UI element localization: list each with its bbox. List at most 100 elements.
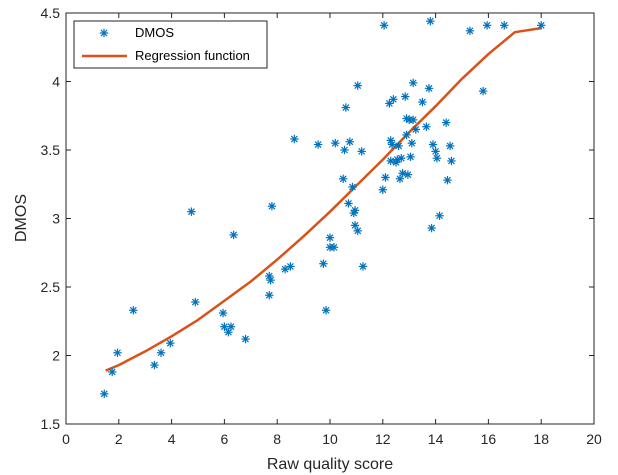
data-point	[378, 185, 387, 194]
x-tick-label: 2	[115, 431, 123, 447]
y-tick-label: 3.5	[41, 142, 61, 158]
data-point	[286, 262, 295, 271]
data-point	[290, 134, 299, 144]
data-point	[435, 211, 444, 220]
data-point	[229, 230, 238, 240]
data-point	[427, 223, 436, 233]
data-point	[397, 154, 406, 163]
data-point	[350, 206, 360, 215]
data-point	[113, 348, 122, 357]
data-point	[191, 297, 200, 307]
data-point	[321, 306, 331, 315]
ticks-layer: 0 2 4 6 8 10 12 14 16 18 20 1.5 2 2.5 3 3.5 4 4.5	[41, 5, 602, 447]
data-point	[445, 141, 455, 151]
data-point	[381, 173, 390, 182]
data-point	[348, 182, 357, 192]
data-point	[156, 348, 166, 357]
x-tick-label: 6	[221, 431, 229, 447]
plot-area	[66, 13, 594, 424]
data-point	[166, 338, 175, 348]
data-point	[401, 92, 410, 101]
data-point	[224, 328, 233, 337]
legend-dmos-label: DMOS	[135, 25, 174, 40]
y-tick-label: 2	[52, 348, 60, 364]
y-tick-label: 3	[52, 211, 60, 227]
data-point	[408, 115, 418, 125]
x-tick-label: 0	[62, 431, 70, 447]
x-tick-label: 4	[168, 431, 176, 447]
x-tick-label: 8	[273, 431, 281, 447]
data-point	[394, 141, 403, 151]
data-point	[108, 367, 117, 377]
legend-box	[73, 20, 268, 69]
data-point	[345, 137, 354, 146]
legend[interactable]: DMOS Regression function	[73, 20, 268, 69]
regression-layer	[105, 26, 542, 372]
data-point	[187, 207, 196, 216]
data-point	[403, 170, 413, 179]
data-point	[402, 130, 411, 140]
data-point	[428, 140, 438, 149]
legend-asterisk	[99, 28, 109, 38]
data-point	[432, 154, 442, 163]
x-tick-label: 18	[533, 431, 549, 447]
data-point	[357, 147, 366, 156]
y-tick-label: 1.5	[41, 416, 61, 432]
data-point	[406, 152, 415, 162]
data-point	[422, 122, 431, 131]
data-point	[500, 21, 509, 30]
x-axis-label: Raw quality score	[267, 456, 393, 473]
data-point	[341, 103, 351, 112]
data-point	[218, 308, 228, 318]
x-tick-label: 14	[428, 431, 444, 447]
data-point	[339, 174, 348, 183]
data-point	[353, 81, 362, 90]
data-point	[267, 201, 277, 211]
data-point	[418, 97, 427, 107]
data-point	[129, 306, 138, 315]
data-point	[443, 175, 452, 185]
data-point	[478, 86, 488, 96]
data-point	[331, 138, 340, 148]
data-point	[150, 360, 159, 370]
data-point	[265, 291, 274, 300]
points-layer	[100, 17, 546, 399]
data-point	[226, 322, 236, 331]
data-point	[465, 26, 475, 36]
data-point	[325, 233, 335, 242]
data-point	[424, 84, 434, 93]
x-tick-label: 16	[481, 431, 497, 447]
data-point	[358, 262, 368, 271]
data-point	[537, 21, 546, 30]
data-point	[389, 95, 398, 104]
data-point	[441, 118, 451, 127]
data-point	[379, 21, 389, 30]
y-axis-label: DMOS	[13, 194, 30, 242]
data-point	[340, 145, 349, 155]
data-point	[482, 21, 492, 30]
legend-dmos-marker-icon	[99, 28, 109, 38]
regression-line	[105, 26, 542, 372]
data-point	[319, 259, 328, 268]
data-point	[426, 17, 435, 26]
data-point	[266, 275, 275, 285]
data-point	[344, 199, 353, 208]
data-point	[431, 147, 440, 156]
data-point	[386, 156, 395, 166]
data-point	[100, 389, 109, 399]
data-point	[241, 334, 250, 344]
x-tick-label: 20	[586, 431, 602, 447]
data-point	[407, 138, 417, 148]
data-point	[353, 226, 362, 236]
data-point	[447, 156, 456, 166]
y-tick-label: 4.5	[41, 5, 61, 21]
data-point	[313, 140, 323, 149]
y-tick-label: 4	[52, 74, 60, 90]
x-tick-label: 12	[375, 431, 391, 447]
x-tick-label: 10	[322, 431, 338, 447]
data-point	[387, 140, 397, 149]
y-tick-label: 2.5	[41, 279, 61, 295]
data-point	[329, 243, 339, 252]
legend-regression-label: Regression function	[135, 48, 250, 63]
